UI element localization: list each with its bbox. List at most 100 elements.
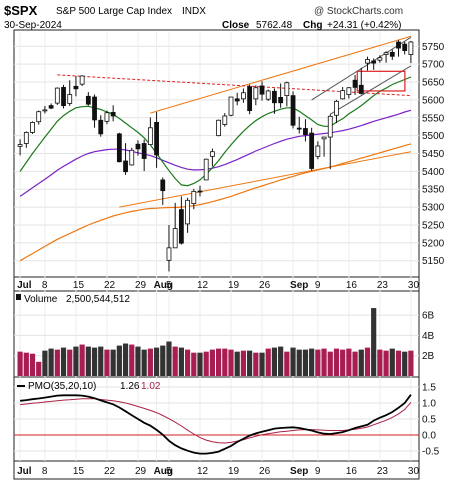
volume-bar	[147, 348, 153, 376]
volume-bar	[395, 350, 402, 376]
volume-bar	[116, 345, 122, 376]
candle	[197, 185, 203, 197]
candle	[346, 87, 352, 99]
candle	[241, 88, 246, 103]
price-tick-label: 5600	[422, 95, 445, 106]
volume-bar	[29, 353, 36, 376]
pmo-signal-line	[20, 398, 412, 444]
bottom-date-tick-label: 23	[377, 466, 389, 477]
trendlines	[57, 35, 412, 208]
ma-mid-line	[19, 109, 412, 197]
volume-bar	[191, 352, 197, 376]
candle	[85, 92, 91, 106]
volume-bar	[228, 349, 234, 376]
candle	[290, 91, 296, 129]
volume-bar	[23, 352, 29, 376]
volume-bar	[197, 352, 203, 376]
volume-bar	[340, 349, 346, 376]
rising-channel-lower	[330, 65, 412, 115]
volume-bar	[135, 346, 141, 376]
date-tick-label: 5	[166, 280, 172, 291]
price-tick-label: 5250	[422, 220, 445, 231]
pmo-tick-label: 1.5	[422, 383, 436, 394]
volume-tick-label: 6B	[422, 311, 435, 322]
date-tick-label: 9	[315, 280, 321, 291]
bottom-date-tick-label: Jul	[17, 466, 32, 477]
volume-bar	[42, 350, 48, 376]
candle	[104, 110, 110, 125]
volume-bar	[284, 351, 290, 376]
candle	[67, 80, 73, 106]
volume-bar	[91, 347, 98, 376]
candle	[358, 67, 364, 95]
pmo-line	[19, 394, 412, 455]
volume-bar	[290, 347, 296, 376]
date-tick-label: Jul	[17, 280, 32, 291]
bottom-date-tick-label: 16	[346, 466, 358, 477]
volume-bar	[371, 308, 377, 376]
date: 30-Sep-2024	[4, 20, 62, 31]
date-tick-label: 8	[42, 280, 48, 291]
chg-value: +24.31 (+0.42%)	[327, 20, 402, 31]
candle	[309, 127, 315, 171]
candle	[383, 51, 389, 63]
volume-bar	[60, 347, 67, 376]
candle	[402, 41, 408, 55]
candle	[61, 84, 66, 109]
volume-bar	[383, 350, 389, 376]
candle	[315, 141, 321, 160]
candle	[247, 84, 253, 115]
price-tick-label: 5150	[422, 256, 445, 267]
candle	[36, 110, 42, 125]
bottom-date-tick-label: 8	[42, 466, 48, 477]
volume-bar	[408, 350, 414, 376]
date-tick-label: 30	[408, 280, 420, 291]
volume-bar	[36, 361, 42, 376]
volume-bar	[110, 349, 116, 376]
volume-value: 2,500,544,512	[66, 294, 130, 305]
pmo-tick-label: 0.5	[422, 415, 436, 426]
candle	[371, 58, 377, 70]
volume-bar	[79, 344, 85, 376]
date-tick-label: 26	[259, 280, 271, 291]
price-tick-label: 5300	[422, 203, 445, 214]
price-tick-label: 5450	[422, 149, 445, 160]
candle	[92, 94, 97, 128]
bottom-date-tick-label: Sep	[290, 466, 308, 477]
volume-bar	[67, 349, 73, 376]
symbol: $SPX	[4, 3, 38, 18]
volume-bar	[129, 344, 135, 376]
candle	[79, 75, 85, 86]
volume-bar	[333, 348, 340, 376]
volume-tick-label: 2B	[422, 351, 435, 362]
resistance-line	[57, 74, 411, 97]
candle	[408, 40, 414, 64]
candle	[284, 81, 290, 107]
price-tick-label: 5350	[422, 185, 445, 196]
ma-long-line	[19, 143, 412, 262]
volume-bar	[166, 341, 172, 376]
candle	[116, 132, 122, 163]
volume-bar	[222, 348, 228, 376]
candle	[123, 143, 128, 175]
candle	[141, 139, 147, 172]
candle	[278, 83, 284, 108]
volume-y-axis: 2B 4B 6B	[422, 311, 435, 363]
price-tick-label: 5550	[422, 113, 445, 124]
price-tick-label: 5750	[422, 42, 445, 53]
candle	[110, 105, 116, 122]
index-name: S&P 500 Large Cap Index	[56, 6, 172, 17]
volume-bar	[17, 351, 23, 376]
volume-bar	[209, 349, 215, 376]
bottom-date-tick-label: 30	[408, 466, 420, 477]
candle	[352, 74, 358, 95]
volume-bar	[216, 348, 222, 376]
ma-short-line	[19, 76, 412, 187]
volume-legend-swatch	[16, 294, 21, 300]
watermark: @ StockCharts.com	[314, 6, 403, 17]
candle	[365, 56, 370, 71]
pmo-y-axis: -0.5 0.0 0.5 1.0 1.5	[422, 383, 440, 458]
candle	[321, 136, 327, 157]
